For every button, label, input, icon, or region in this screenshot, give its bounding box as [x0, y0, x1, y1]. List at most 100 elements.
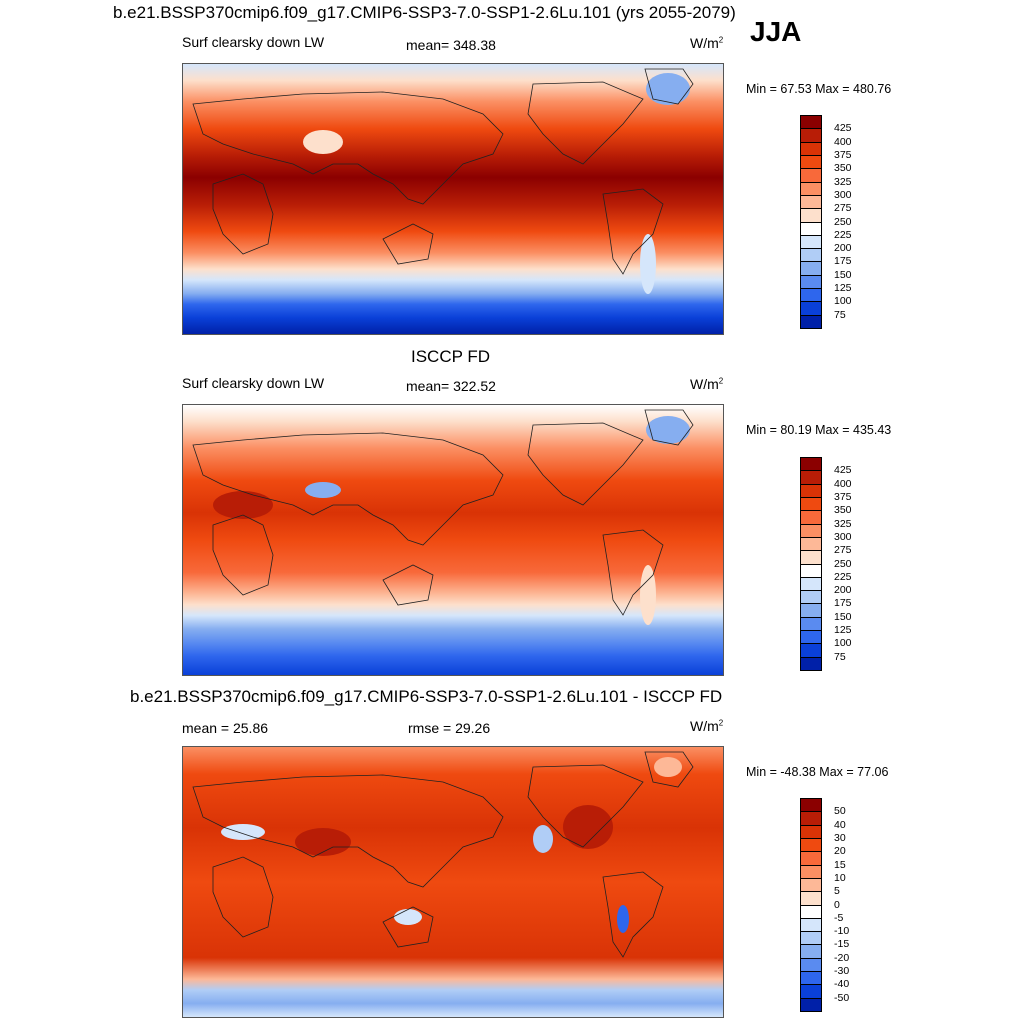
colorbar-swatch [800, 851, 822, 866]
colorbar-label: 175 [834, 255, 852, 268]
panel2-colorbar: 425 400 375 350 325 300 275 250 225 200 175 150 125 1… [800, 457, 852, 671]
panel3-minmax: Min = -48.38 Max = 77.06 [746, 765, 889, 779]
colorbar-label: 325 [834, 517, 852, 530]
colorbar-label: 350 [834, 162, 852, 174]
colorbar-label: 250 [834, 557, 852, 570]
colorbar-label: 100 [834, 637, 852, 650]
colorbar-label: 275 [834, 201, 852, 214]
colorbar-swatch [800, 221, 822, 236]
colorbar-label: 225 [834, 228, 852, 241]
colorbar-swatch [800, 997, 822, 1012]
colorbar-swatch [800, 971, 822, 986]
colorbar-label: 275 [834, 543, 852, 556]
colorbar-swatch [800, 824, 822, 839]
panel2-variable-label: Surf clearsky down LW [182, 375, 325, 391]
colorbar-label: 300 [834, 530, 852, 543]
colorbar-label: 400 [834, 135, 852, 148]
colorbar-label: -50 [834, 991, 850, 1004]
panel3-rmse-label: rmse = 29.26 [408, 720, 491, 736]
colorbar-swatch [800, 984, 822, 999]
colorbar-swatch [800, 510, 822, 525]
colorbar-swatch [800, 496, 822, 512]
colorbar-label: 0 [834, 898, 840, 911]
colorbar-label: 30 [834, 831, 846, 844]
colorbar-label: -15 [834, 938, 850, 951]
colorbar-swatch [800, 550, 822, 565]
panel1-coastlines [192, 68, 694, 275]
colorbar-label: 10 [834, 871, 846, 884]
panel1-title: b.e21.BSSP370cmip6.f09_g17.CMIP6-SSP3-7.… [113, 3, 736, 22]
panel3-colorbar: 50 40 30 20 15 10 5 0 -5 -10 -15 -20 -30 -40 -50 [800, 798, 849, 1012]
colorbar-label: -40 [834, 978, 850, 991]
colorbar-swatch [800, 656, 822, 671]
colorbar-swatch [800, 576, 822, 592]
colorbar-swatch [800, 248, 822, 263]
panel1-minmax: Min = 67.53 Max = 480.76 [746, 82, 892, 96]
colorbar-swatch [800, 194, 822, 210]
colorbar-swatch [800, 115, 822, 130]
colorbar-swatch [800, 917, 822, 933]
colorbar-swatch [800, 811, 822, 826]
colorbar-swatch [800, 931, 822, 946]
colorbar-label: 200 [834, 583, 852, 596]
colorbar-label: 425 [834, 122, 852, 135]
colorbar-swatch [800, 288, 822, 303]
colorbar-swatch [800, 590, 822, 605]
colorbar-label: 225 [834, 570, 852, 583]
colorbar-swatch [800, 877, 822, 893]
colorbar-label: 100 [834, 295, 852, 308]
colorbar-swatch [800, 536, 822, 552]
colorbar-swatch [800, 154, 822, 170]
panel1-map [182, 63, 724, 335]
panel1-units: W/m2 [690, 35, 724, 51]
colorbar-label: 250 [834, 215, 852, 228]
colorbar-label: 125 [834, 281, 852, 294]
colorbar-label: 40 [834, 818, 846, 831]
colorbar-swatch [800, 470, 822, 485]
colorbar-label: 300 [834, 188, 852, 201]
colorbar-swatch [800, 301, 822, 316]
colorbar-label: -30 [834, 964, 850, 977]
colorbar-swatch [800, 616, 822, 632]
colorbar-swatch [800, 261, 822, 276]
colorbar-label: 150 [834, 268, 852, 281]
colorbar-label: 425 [834, 464, 852, 477]
colorbar-swatch [800, 141, 822, 156]
panel3-coastlines [192, 751, 694, 958]
panel2-units: W/m2 [690, 376, 724, 392]
colorbar-label: -5 [834, 911, 844, 924]
panel2-map [182, 404, 724, 676]
colorbar-swatch [800, 798, 822, 813]
colorbar-swatch [800, 904, 822, 919]
colorbar-label: 5 [834, 884, 840, 897]
colorbar-label: 400 [834, 477, 852, 490]
colorbar-label: 175 [834, 597, 852, 610]
colorbar-swatch [800, 603, 822, 618]
colorbar-swatch [800, 128, 822, 143]
colorbar-label: -20 [834, 951, 850, 964]
colorbar-swatch [800, 957, 822, 973]
colorbar-label: 150 [834, 610, 852, 623]
colorbar-label: 375 [834, 148, 852, 161]
panel2-coastlines [192, 409, 694, 616]
colorbar-swatch [800, 563, 822, 578]
colorbar-label: 325 [834, 175, 852, 188]
panel3-map [182, 746, 724, 1018]
panel1-mean-label: mean= 348.38 [406, 37, 496, 53]
colorbar-swatch [800, 208, 822, 223]
panel3-units: W/m2 [690, 718, 724, 734]
colorbar-swatch [800, 483, 822, 498]
colorbar-label: 75 [834, 650, 846, 663]
panel3-title: b.e21.BSSP370cmip6.f09_g17.CMIP6-SSP3-7.… [130, 687, 723, 706]
colorbar-label: 20 [834, 845, 846, 857]
colorbar-swatch [800, 523, 822, 538]
colorbar-label: 375 [834, 490, 852, 503]
panel2-mean-label: mean= 322.52 [406, 378, 496, 394]
colorbar-swatch [800, 234, 822, 250]
colorbar-label: 75 [834, 308, 846, 321]
colorbar-swatch [800, 181, 822, 196]
colorbar-swatch [800, 630, 822, 645]
colorbar-label: 50 [834, 805, 846, 818]
colorbar-swatch [800, 274, 822, 290]
colorbar-swatch [800, 457, 822, 472]
